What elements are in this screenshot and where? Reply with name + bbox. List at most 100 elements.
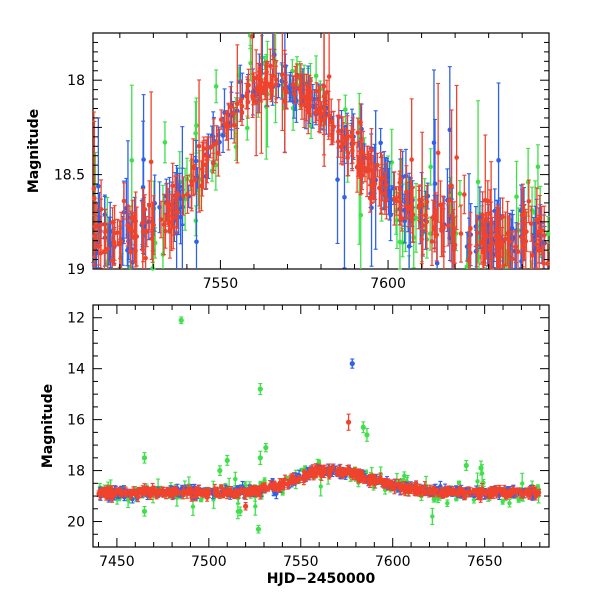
- red-data-point: [253, 100, 259, 106]
- red-data-point: [128, 249, 134, 255]
- green-data-point: [244, 125, 250, 131]
- red-data-point: [462, 192, 467, 197]
- red-data-point: [365, 156, 371, 161]
- y-tick-label: 18.5: [54, 168, 85, 184]
- green-data-point: [516, 497, 521, 503]
- red-data-point: [545, 261, 551, 266]
- green-data-point: [400, 240, 405, 245]
- green-data-point: [457, 191, 463, 196]
- red-data-point: [161, 222, 167, 227]
- green-data-point: [150, 266, 155, 271]
- red-data-point: [513, 244, 519, 250]
- red-data-point: [503, 236, 508, 242]
- red-data-point: [218, 117, 224, 122]
- red-data-point: [244, 90, 250, 96]
- red-data-point: [349, 148, 355, 153]
- red-data-point: [359, 173, 365, 178]
- red-data-point: [328, 119, 334, 125]
- green-data-point: [190, 504, 196, 509]
- red-data-point: [355, 130, 361, 135]
- red-data-point: [201, 162, 206, 168]
- red-data-point: [222, 121, 228, 127]
- red-data-point: [539, 228, 544, 233]
- red-data-point: [451, 230, 457, 235]
- red-data-point: [345, 133, 350, 139]
- red-data-point: [345, 155, 350, 161]
- green-data-point: [456, 480, 462, 485]
- blue-data-point: [447, 127, 453, 133]
- red-data-point: [319, 111, 324, 117]
- red-data-point: [265, 81, 270, 87]
- red-data-point: [102, 249, 107, 254]
- red-data-point: [96, 244, 101, 249]
- red-data-point: [369, 147, 374, 153]
- red-data-point: [193, 177, 198, 182]
- red-data-point: [338, 144, 344, 149]
- blue-data-point: [193, 158, 199, 164]
- red-data-point: [98, 250, 104, 256]
- red-data-point: [268, 63, 273, 69]
- red-data-point: [449, 183, 454, 189]
- green-data-point: [343, 107, 348, 112]
- red-data-point: [369, 184, 375, 189]
- bottom-plot-frame: [92, 304, 550, 548]
- red-data-point: [458, 231, 464, 236]
- red-data-point: [520, 242, 526, 248]
- red-data-point: [397, 194, 402, 200]
- red-data-point: [112, 230, 117, 236]
- green-data-point: [402, 473, 407, 479]
- red-data-point: [358, 120, 363, 125]
- blue-data-point: [342, 194, 347, 200]
- red-data-point: [515, 249, 521, 254]
- red-data-point: [440, 227, 446, 233]
- top-y-axis-title: Magnitude: [26, 109, 42, 193]
- red-data-point: [140, 220, 145, 226]
- red-data-point: [173, 194, 178, 200]
- green-data-point: [193, 218, 199, 224]
- blue-data-point: [378, 140, 383, 146]
- green-data-point: [507, 500, 512, 506]
- green-data-point: [253, 504, 258, 509]
- red-data-point: [454, 155, 459, 160]
- red-data-point: [509, 256, 515, 262]
- red-data-point: [487, 247, 493, 252]
- red-data-point: [435, 150, 441, 156]
- top-panel: 7550 7600 18 18.5 19 Magnitude: [26, 32, 551, 292]
- red-data-point: [323, 101, 328, 107]
- red-data-point: [355, 163, 361, 169]
- red-data-point: [105, 246, 111, 252]
- red-data-point: [494, 241, 499, 247]
- red-data-point: [251, 75, 257, 81]
- red-data-point: [489, 240, 495, 246]
- red-data-point: [214, 140, 219, 146]
- red-data-point: [148, 159, 154, 165]
- red-data-point: [377, 185, 382, 191]
- red-data-point: [424, 199, 430, 205]
- red-data-point: [409, 157, 414, 162]
- green-data-point: [316, 459, 322, 465]
- green-data-point: [529, 208, 535, 213]
- red-data-point: [424, 219, 430, 225]
- green-data-point: [525, 180, 531, 185]
- red-data-point: [336, 129, 341, 134]
- red-data-point: [226, 124, 231, 129]
- red-data-point: [474, 230, 480, 236]
- red-data-point: [127, 228, 133, 234]
- red-data-point: [397, 180, 403, 185]
- green-data-point: [475, 479, 480, 484]
- red-data-point: [519, 235, 525, 240]
- green-data-point: [213, 84, 219, 89]
- red-data-point: [485, 198, 491, 204]
- red-data-point: [524, 229, 529, 234]
- red-data-point: [526, 199, 532, 204]
- red-data-point: [170, 183, 175, 189]
- red-data-point: [249, 34, 255, 39]
- red-data-point: [541, 233, 547, 238]
- blue-data-point: [96, 183, 101, 189]
- red-data-point: [185, 192, 190, 197]
- red-data-point: [264, 69, 269, 75]
- top-axis-ticks: 7550 7600 18 18.5 19: [54, 32, 549, 292]
- blue-data-point: [386, 189, 391, 194]
